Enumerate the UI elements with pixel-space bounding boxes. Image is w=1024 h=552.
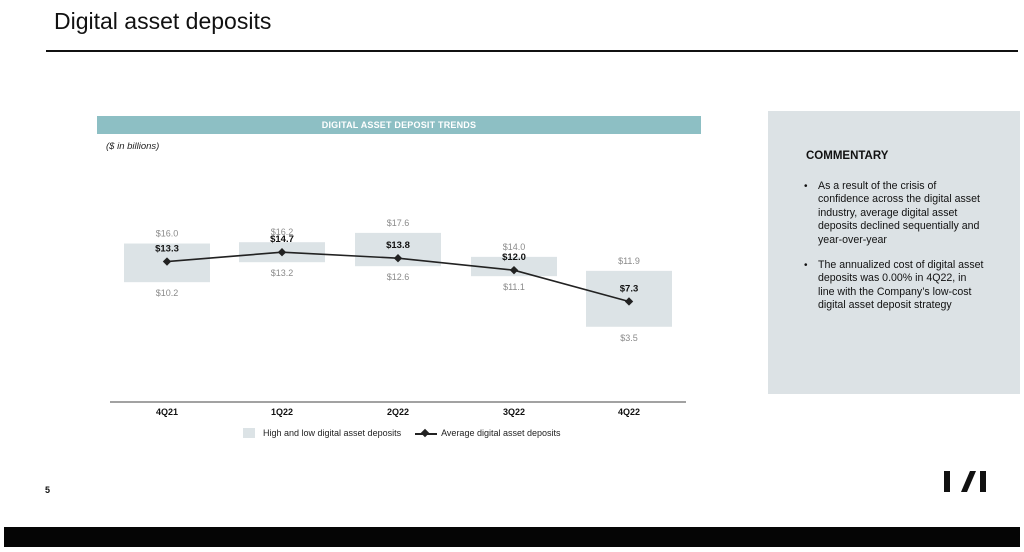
average-value-label: $14.7 [270, 234, 294, 245]
legend-line-swatch [415, 428, 438, 438]
high-value-label: $16.0 [156, 229, 179, 239]
average-value-label: $7.3 [620, 283, 639, 294]
x-tick-label: 3Q22 [503, 407, 525, 417]
average-marker [509, 265, 519, 275]
average-value-label: $13.8 [386, 240, 410, 251]
legend-range-swatch [243, 428, 255, 438]
x-tick-label: 4Q22 [618, 407, 640, 417]
average-marker [393, 253, 403, 263]
commentary-bullet: The annualized cost of digital asset dep… [804, 259, 984, 313]
low-value-label: $3.5 [620, 333, 638, 343]
high-value-label: $14.0 [503, 242, 526, 252]
page-number: 5 [45, 485, 51, 495]
low-value-label: $12.6 [387, 272, 410, 282]
average-marker [624, 297, 634, 306]
chart-legend: High and low digital asset deposits Aver… [243, 428, 561, 438]
low-value-label: $11.1 [503, 282, 525, 292]
commentary-panel: COMMENTARY As a result of the crisis of … [768, 111, 1020, 394]
commentary-list: As a result of the crisis of confidence … [804, 180, 984, 325]
commentary-bullet: As a result of the crisis of confidence … [804, 180, 984, 247]
page-title: Digital asset deposits [54, 8, 272, 34]
chart-title: DIGITAL ASSET DEPOSIT TRENDS [97, 116, 701, 134]
high-value-label: $17.6 [387, 218, 410, 228]
commentary-heading: COMMENTARY [806, 150, 889, 162]
high-value-label: $16.2 [271, 227, 294, 237]
low-value-label: $10.2 [156, 288, 179, 298]
x-tick-label: 2Q22 [387, 407, 409, 417]
x-tick-label: 1Q22 [271, 407, 293, 417]
average-value-label: $13.3 [155, 244, 179, 255]
average-marker [277, 247, 287, 257]
x-tick-label: 4Q21 [156, 407, 178, 417]
footer-bar [4, 527, 1020, 547]
low-value-label: $13.2 [271, 268, 294, 278]
high-value-label: $11.9 [618, 256, 640, 266]
legend-range-label: High and low digital asset deposits [263, 428, 402, 438]
legend-line-label: Average digital asset deposits [441, 428, 561, 438]
company-logo-icon [944, 471, 986, 492]
title-divider [46, 50, 1018, 52]
average-marker [162, 257, 172, 266]
units-note: ($ in billions) [106, 141, 160, 152]
average-value-label: $12.0 [502, 252, 526, 263]
